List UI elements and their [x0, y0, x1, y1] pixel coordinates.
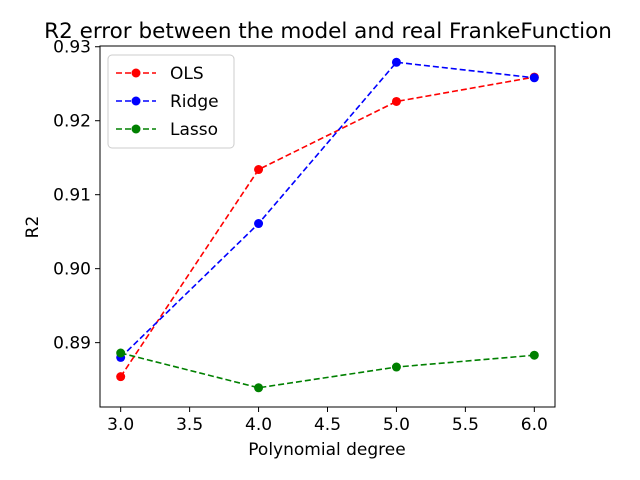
y-tick-label: 0.93	[53, 38, 91, 58]
legend-box	[107, 54, 235, 149]
legend-label-lasso: Lasso	[170, 120, 218, 140]
data-point-ridge	[529, 73, 539, 83]
data-point-lasso	[116, 348, 126, 358]
legend-marker-ridge	[131, 96, 141, 106]
legend: OLS Ridge Lasso	[107, 54, 235, 149]
x-tick-label: 5.0	[383, 415, 410, 435]
x-tick-label: 4.0	[245, 415, 272, 435]
y-tick-label: 0.90	[53, 260, 91, 280]
y-tick-label: 0.89	[53, 334, 91, 354]
legend-marker-ols	[131, 68, 141, 78]
x-tick-label: 5.5	[452, 415, 479, 435]
data-point-lasso	[391, 362, 401, 372]
data-point-ols	[116, 372, 126, 382]
data-point-ridge	[254, 219, 264, 229]
series-line-lasso	[120, 352, 535, 389]
x-tick-label: 6.0	[521, 415, 548, 435]
data-point-ridge	[391, 57, 401, 67]
y-axis-label: R2	[23, 216, 43, 239]
data-point-lasso	[254, 383, 264, 393]
y-tick-label: 0.92	[53, 112, 91, 132]
legend-label-ridge: Ridge	[170, 92, 219, 112]
y-tick-label: 0.91	[53, 186, 91, 206]
x-tick-label: 4.5	[314, 415, 341, 435]
x-tick-label: 3.0	[107, 415, 134, 435]
data-point-ols	[391, 96, 401, 106]
data-point-lasso	[529, 350, 539, 360]
x-tick-label: 3.5	[176, 415, 203, 435]
series-line-ols	[120, 76, 535, 378]
series-line-ridge	[120, 61, 535, 359]
legend-label-ols: OLS	[170, 64, 204, 84]
x-axis-label: Polynomial degree	[248, 440, 405, 460]
legend-marker-lasso	[131, 124, 141, 134]
data-point-ols	[254, 165, 264, 175]
chart-title: R2 error between the model and real Fran…	[44, 19, 612, 44]
